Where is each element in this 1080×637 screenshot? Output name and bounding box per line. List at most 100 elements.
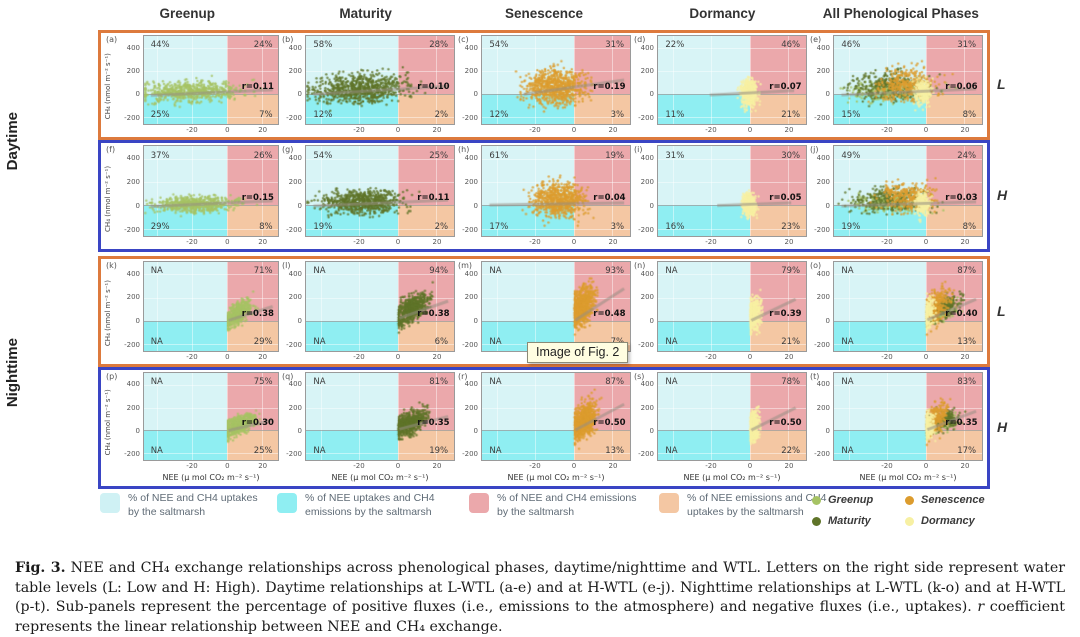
panel-letter-m: (m) <box>458 261 473 270</box>
r-value-c: r=0.19 <box>593 82 626 93</box>
panel-plot-row-c: 400 200 0 -200 54% 31% 12% 3% r=0.19 <box>455 35 631 125</box>
wtl-label-L-2: L <box>997 302 1006 319</box>
pct-tr-f: 26% <box>253 150 273 161</box>
panel-plot-row-d: 400 200 0 -200 22% 46% 11% 21% r=0.07 <box>631 35 807 125</box>
y-axis-gutter-o: 400 200 0 -200 <box>807 261 833 352</box>
y-tick-label: 0 <box>297 201 302 210</box>
panel-p: (p) CH₄ (nmol m⁻² s⁻¹) 400 200 0 -200 NA 75% NA 2… <box>103 372 279 486</box>
pct-bl-p: NA <box>150 445 163 456</box>
pct-bl-o: NA <box>841 336 854 347</box>
figure-image[interactable]: Greenup Maturity Senescence Dormancy All Phe… <box>0 0 1080 545</box>
y-tick-label: 200 <box>816 177 830 186</box>
y-tick-label: 0 <box>473 201 478 210</box>
x-tick-label: 0 <box>571 462 577 470</box>
scatter-canvas-s <box>658 373 806 460</box>
legend-text-2: % of NEE uptakes and CH4 emissions by th… <box>305 492 435 518</box>
panel-plot-row-q: 400 200 0 -200 NA 81% NA 19% r=0.35 <box>279 372 455 461</box>
pct-br-k: 29% <box>253 336 273 347</box>
pct-br-q: 19% <box>429 445 449 456</box>
plot-area-s: NA 78% NA 22% r=0.50 <box>657 372 807 461</box>
r-value-e: r=0.06 <box>945 82 978 93</box>
panel-t: (t) 400 200 0 -200 NA 83% NA 17% r=0.35 -20 0 20 NEE … <box>807 372 983 486</box>
pct-tl-t: NA <box>841 377 854 388</box>
panel-letter-t: (t) <box>810 372 820 381</box>
y-tick-label: 400 <box>464 43 478 52</box>
x-tick-label: 20 <box>608 238 618 246</box>
pct-br-j: 8% <box>962 221 977 232</box>
pct-br-t: 17% <box>957 445 977 456</box>
y-tick-label: 400 <box>464 380 478 389</box>
x-tick-label: 0 <box>395 462 401 470</box>
y-tick-label: 400 <box>464 153 478 162</box>
phase-legend-col-1: Greenup Maturity <box>812 494 873 536</box>
pct-br-g: 2% <box>434 221 449 232</box>
y-tick-label: 200 <box>816 403 830 412</box>
panel-plot-row-s: 400 200 0 -200 NA 78% NA 22% r=0.50 <box>631 372 807 461</box>
y-tick-label: 400 <box>288 43 302 52</box>
y-tick-label: 400 <box>126 269 140 278</box>
y-tick-label: -200 <box>462 449 478 458</box>
phase-label-dormancy: Dormancy <box>921 515 975 527</box>
y-tick-label: -200 <box>462 113 478 122</box>
y-tick-label: -200 <box>286 340 302 349</box>
scatter-canvas-r <box>482 373 630 460</box>
y-tick-label: 200 <box>640 293 654 302</box>
plot-area-b: 58% 28% 12% 2% r=0.10 <box>305 35 455 125</box>
x-tick-label: -20 <box>353 126 365 134</box>
plot-area-c: 54% 31% 12% 3% r=0.19 <box>481 35 631 125</box>
column-title-greenup: Greenup <box>159 6 215 21</box>
x-tick-label: 20 <box>784 238 794 246</box>
side-label-daytime-text: Daytime <box>4 111 21 171</box>
y-tick-label: 400 <box>640 380 654 389</box>
x-tick-labels-h: -20 0 20 <box>481 237 631 249</box>
y-tick-label: 400 <box>816 269 830 278</box>
y-axis-gutter-j: 400 200 0 -200 <box>807 145 833 237</box>
pct-tl-c: 54% <box>489 40 509 51</box>
panel-plot-row-k: CH₄ (nmol m⁻² s⁻¹) 400 200 0 -200 NA 71% NA 29% r… <box>103 261 279 352</box>
pct-br-o: 13% <box>957 336 977 347</box>
x-tick-label: 0 <box>225 462 230 470</box>
x-tick-label: 20 <box>258 238 268 246</box>
y-axis-gutter-m: 400 200 0 -200 <box>455 261 481 352</box>
row-box-daytime-L: (a) CH₄ (nmol m⁻² s⁻¹) 400 200 0 -200 44% 24% 25… <box>98 30 990 140</box>
y-tick-label: 400 <box>816 380 830 389</box>
row-box-nighttime-H: (p) CH₄ (nmol m⁻² s⁻¹) 400 200 0 -200 NA 75% NA 2… <box>98 367 990 489</box>
pct-bl-a: 25% <box>150 109 170 120</box>
panel-k: (k) CH₄ (nmol m⁻² s⁻¹) 400 200 0 -200 NA 71% NA 2… <box>103 261 279 364</box>
y-tick-label: -200 <box>286 225 302 234</box>
column-headers: Greenup Maturity Senescence Dormancy All Phe… <box>98 6 990 21</box>
y-tick-label: 200 <box>640 403 654 412</box>
panel-letter-o: (o) <box>810 261 822 270</box>
x-tick-label: -20 <box>353 238 365 246</box>
y-axis-gutter-k: CH₄ (nmol m⁻² s⁻¹) 400 200 0 -200 <box>103 261 143 352</box>
pct-tr-b: 28% <box>429 40 449 51</box>
x-tick-label: 20 <box>432 126 442 134</box>
panel-letter-p: (p) <box>106 372 118 381</box>
panel-letter-r: (r) <box>458 372 468 381</box>
y-axis-title: CH₄ (nmol m⁻² s⁻¹) <box>104 280 112 347</box>
panel-letter-n: (n) <box>634 261 646 270</box>
legend-swatch-1 <box>100 493 120 513</box>
x-tick-label: 20 <box>258 126 268 134</box>
x-tick-label: 20 <box>432 353 442 361</box>
legend-swatch-2 <box>277 493 297 513</box>
pct-tl-g: 54% <box>313 150 333 161</box>
panel-plot-row-o: 400 200 0 -200 NA 87% NA 13% r=0.40 <box>807 261 983 352</box>
phase-label-maturity: Maturity <box>828 515 871 527</box>
y-tick-label: -200 <box>638 225 654 234</box>
panel-h: (h) 400 200 0 -200 61% 19% 17% 3% r=0.04 -20 0 20 <box>455 145 631 249</box>
x-tick-label: 0 <box>571 238 577 246</box>
x-tick-labels-o: -20 0 20 <box>833 352 983 364</box>
pct-tr-m: 93% <box>605 266 625 277</box>
pct-tr-g: 25% <box>429 150 449 161</box>
plot-area-a: 44% 24% 25% 7% r=0.11 <box>143 35 279 125</box>
senescence-dot-icon <box>905 495 914 505</box>
r-value-g: r=0.11 <box>417 193 450 204</box>
panel-n: (n) 400 200 0 -200 NA 79% NA 21% r=0.39 -20 0 20 <box>631 261 807 364</box>
scatter-canvas-l <box>306 262 454 351</box>
x-tick-label: -20 <box>529 238 541 246</box>
x-tick-labels-t: -20 0 20 <box>833 461 983 473</box>
pct-tr-a: 24% <box>253 40 273 51</box>
y-axis-title: CH₄ (nmol m⁻² s⁻¹) <box>104 165 112 232</box>
panel-c: (c) 400 200 0 -200 54% 31% 12% 3% r=0.19 -20 0 20 <box>455 35 631 137</box>
